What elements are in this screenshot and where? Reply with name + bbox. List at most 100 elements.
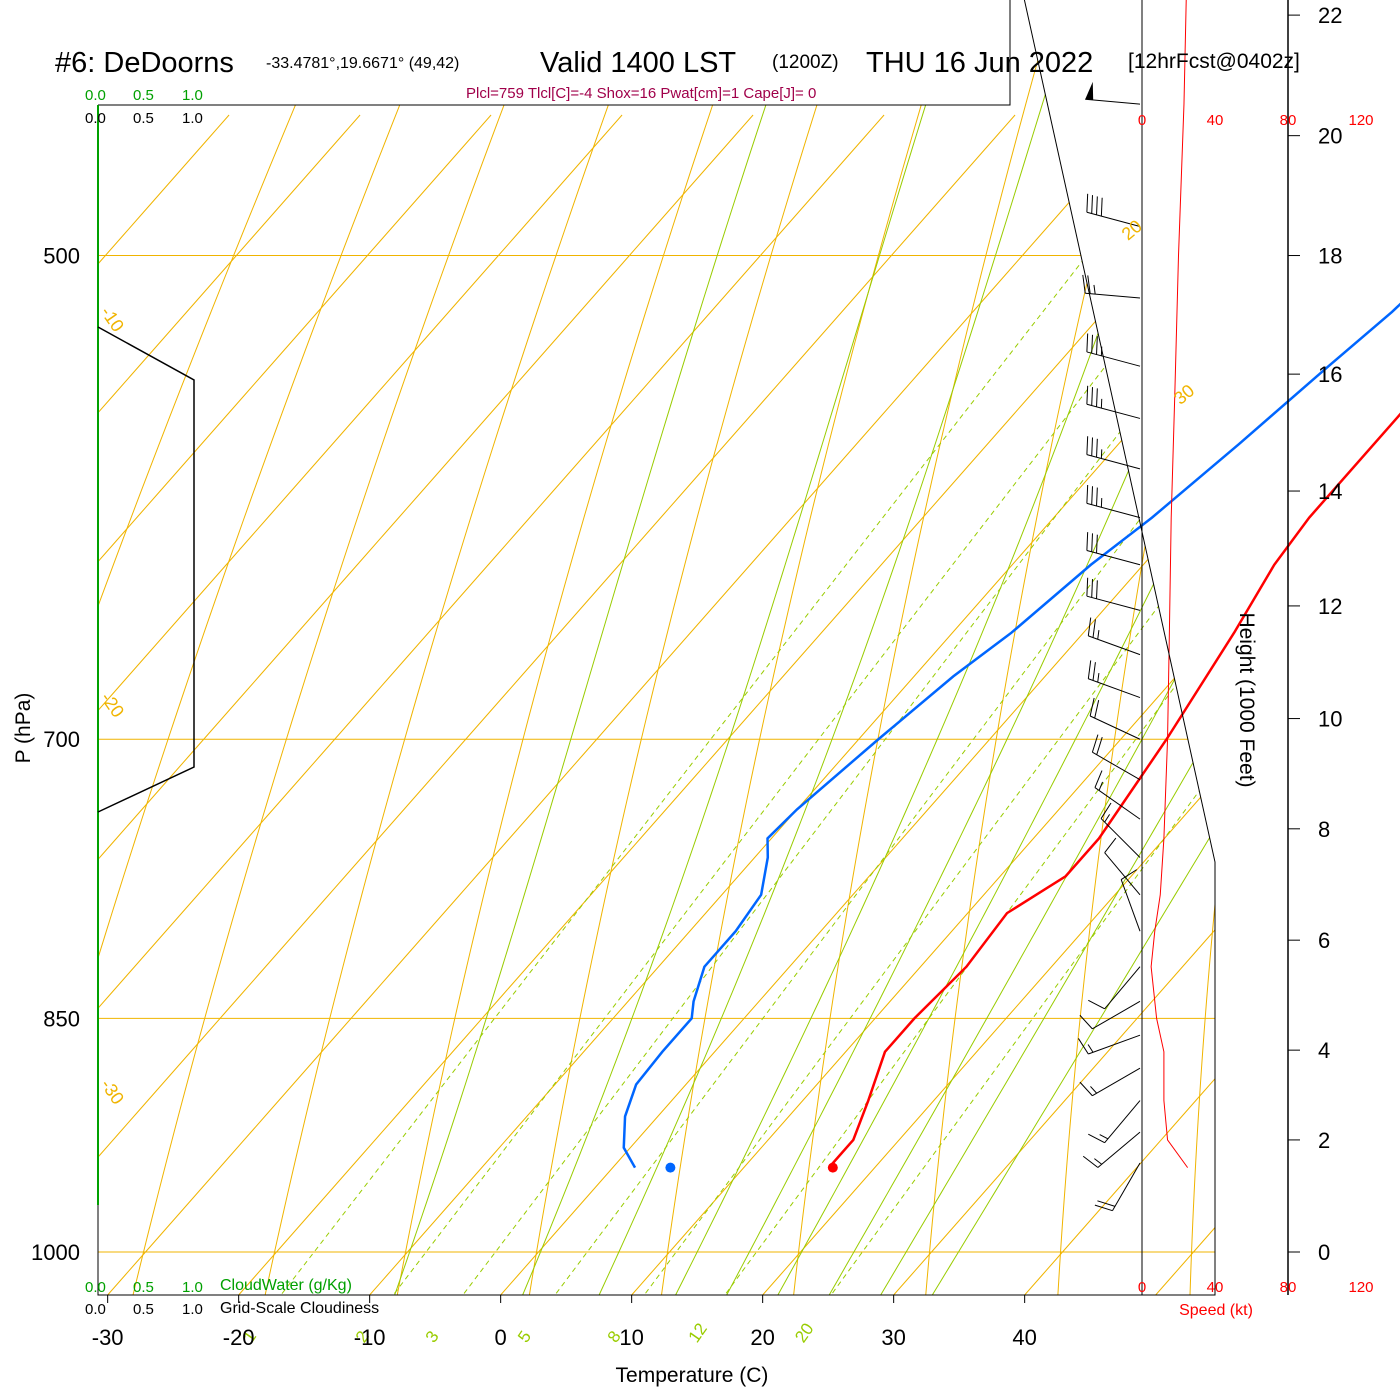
wind-barb-pennant [1085,81,1094,100]
temperature-tick-label: -10 [354,1325,386,1350]
cloudiness-tick-2-bottom: 1.0 [182,1301,203,1318]
thermo-grid [98,0,1400,1336]
wind-barb-flag [1092,619,1096,638]
dry-adiabat-line [122,0,884,1295]
valid-date: THU 16 Jun 2022 [866,47,1093,79]
isotherm-line [1287,115,1400,1295]
wind-barb-flag [1091,437,1093,456]
pressure-tick-label: 500 [43,244,80,269]
dry-adiabat-line [788,0,1215,1295]
height-tick-label: 16 [1318,362,1342,387]
wind-barb-flag [1094,770,1103,788]
wind-barb-flag [1100,197,1103,217]
isotherm-line [369,114,1215,1295]
wind-barb [1120,869,1141,932]
station-coords: -33.4781°,19.6671° (49,42) [266,55,459,72]
wind-barb [1086,532,1141,566]
dry-adiabat-line [522,0,1145,1295]
wind-barb-flag [1091,387,1093,406]
wind-barb-flag [1086,484,1089,504]
temperature-tick-label: -20 [223,1325,255,1350]
cloudiness-tick-2: 1.0 [182,110,203,127]
wind-barb-staff [1092,1067,1141,1097]
dry-adiabat-line [1322,0,1400,1336]
temperature-line [827,412,1400,1169]
moist-adiabat-line [754,0,1215,1295]
wind-barb-staff [1086,595,1141,611]
wind-barb-staff [1086,502,1141,519]
wind-barb-staff [1104,852,1141,896]
dry-adiabat-label: -10 [97,303,128,336]
height-tick-label: 8 [1318,817,1330,842]
wind-barb-flag [1088,999,1105,1010]
wind-barb-flag [1087,275,1091,294]
wind-barb-flag [1079,1014,1093,1030]
wind-barb-flag [1086,436,1089,455]
pressure-tick-label: 700 [43,727,80,752]
mixing-ratio-line [623,0,1215,1295]
mixing-ratio-label: 3 [422,1327,443,1346]
moist-adiabat-line [907,0,1215,1295]
wind-barb-staff [1094,787,1141,820]
wind-speed-panel: 02468101214161820222426283032 [1141,0,1342,1295]
dewpoint-line [622,302,1400,1169]
wind-barb [1091,734,1141,781]
height-tick-label: 6 [1318,928,1330,953]
wind-barb [1089,697,1141,740]
wind-barb-staff [1104,1100,1141,1143]
wind-barb-staff [1086,351,1141,367]
isotherm-line [238,114,1215,1295]
wind-barb-flag [1096,737,1103,755]
wind-barb-staff [1112,1162,1141,1211]
wind-barb-flag [1096,388,1098,407]
wind-barb [1086,385,1141,419]
dry-adiabat-line [1188,0,1215,1295]
isotherm-line [762,114,1215,1295]
cloudiness-tick-0-bottom: 0.0 [85,1301,106,1318]
wind-barb-staff [1088,635,1141,656]
mixing-ratio-line [810,0,1215,1295]
moist-adiabat-line [379,0,1106,1295]
pressure-tick-label: 850 [43,1006,80,1031]
moist-adiabat-line [654,0,1215,1295]
wind-barb-flag [1120,869,1138,880]
wind-barb-flag [1086,385,1089,405]
forecast-info: [12hrFcst@0402z] [1128,50,1300,73]
dry-adiabat-line [921,0,1215,1295]
height-tick-label: 0 [1318,1240,1330,1265]
wind-barb [1088,966,1141,1010]
wind-barb-flag [1100,802,1112,819]
wind-barb-staff [1120,879,1141,932]
wind-barb-staff [1086,550,1141,566]
wind-barb [1079,1000,1141,1030]
wind-barb-flag [1086,333,1089,352]
cloudiness-label: Grid-Scale Cloudiness [220,1300,379,1317]
wind-barb [1086,193,1141,227]
wind-barb-staff [1086,403,1141,419]
wind-barb-half [1087,1044,1094,1053]
wind-barb-staff [1085,292,1141,299]
y-axis-title: P (hPa) [12,693,35,764]
height-tick-label: 22 [1318,3,1342,28]
temperature-tick-label: 10 [619,1325,643,1350]
wind-barb-flag [1087,660,1092,679]
height-tick-label: 10 [1318,707,1342,732]
wind-barb-staff [1086,454,1141,470]
temperature-tick-label: 30 [881,1325,905,1350]
zulu-time: (1200Z) [772,52,839,73]
cloudiness-tick-1: 0.5 [133,110,154,127]
profiles [622,302,1400,1173]
isotherm-line [98,114,1016,1295]
wind-barb-flag [1091,734,1099,753]
wind-barb-staff [1097,1131,1141,1168]
isotherm-line [893,114,1215,1295]
isotherm-line [98,114,885,1295]
wind-barb-staff [1104,966,1141,1010]
wind-barb-flag [1096,438,1098,458]
wind-barb-flag [1094,700,1100,719]
cloudwater-label: CloudWater (g/Kg) [220,1277,352,1294]
height-tick-label: 14 [1318,479,1342,504]
wind-barb-staff [1100,818,1141,858]
mixing-ratio-label: 5 [514,1327,535,1346]
wind-barb-half [1099,1134,1109,1140]
